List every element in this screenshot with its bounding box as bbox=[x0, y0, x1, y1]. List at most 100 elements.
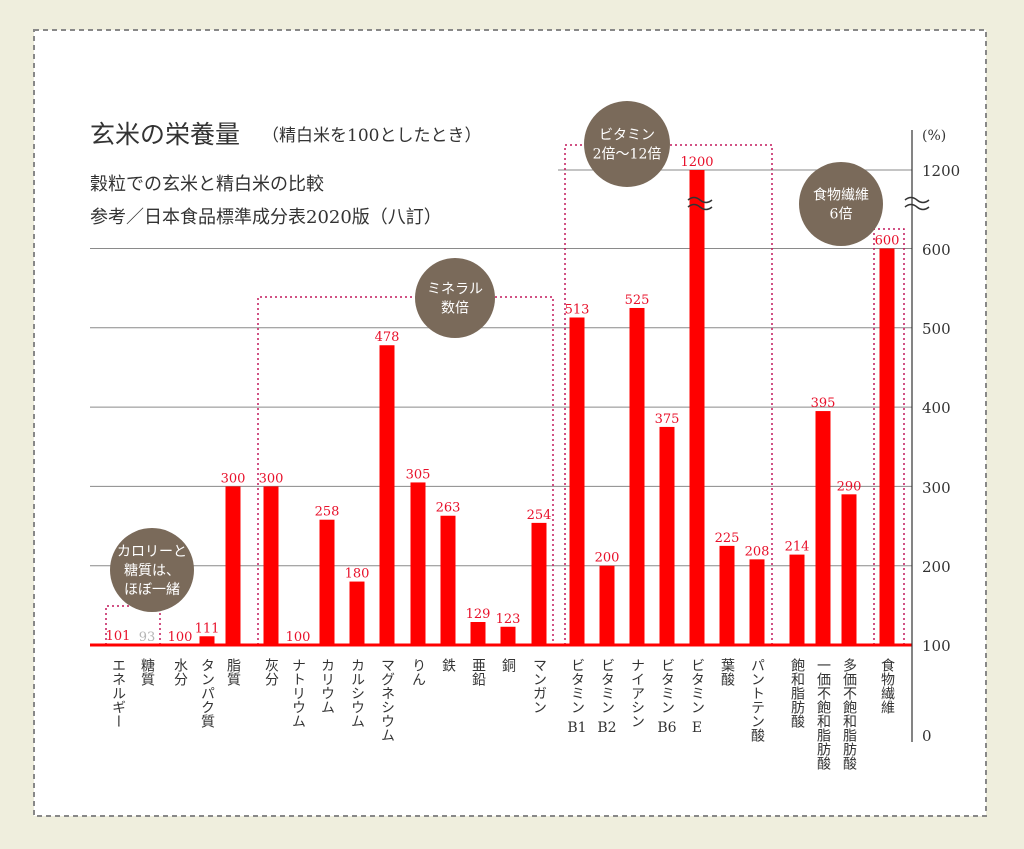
value-label: 225 bbox=[715, 531, 740, 546]
value-label: 305 bbox=[406, 467, 431, 482]
category-label: りん bbox=[410, 658, 426, 686]
x-axis-labels: エネルギー 糖質 水分 タンパク質 脂質 灰分 ナトリウム カリウム カルシウム マグネシウム りん… bbox=[110, 657, 895, 770]
bar bbox=[470, 622, 486, 645]
category-label: 飽和脂肪酸 bbox=[789, 657, 805, 728]
category-label-suffix: B2 bbox=[597, 720, 616, 736]
value-label: 300 bbox=[259, 471, 284, 486]
bar bbox=[815, 411, 831, 645]
value-label: 290 bbox=[837, 479, 862, 494]
bar bbox=[500, 626, 516, 645]
value-label: 263 bbox=[436, 501, 461, 516]
annotation-badge bbox=[799, 162, 883, 246]
bar-break-mark bbox=[687, 196, 713, 211]
value-label: 600 bbox=[875, 234, 900, 249]
bar bbox=[225, 486, 241, 645]
category-label: 銅 bbox=[500, 658, 516, 672]
bar bbox=[440, 515, 456, 645]
bar bbox=[349, 581, 365, 645]
annotation-text: ビタミン bbox=[599, 128, 655, 144]
category-label: ビタミン bbox=[569, 658, 585, 714]
annotation-text: 6倍 bbox=[830, 207, 853, 223]
y-tick-label: 1200 bbox=[922, 162, 960, 180]
value-label: 300 bbox=[221, 471, 246, 486]
category-label: エネルギー bbox=[110, 658, 126, 728]
category-label: 灰分 bbox=[263, 658, 279, 687]
category-label: 多価不飽和脂肪酸 bbox=[841, 657, 857, 770]
value-label: 129 bbox=[466, 607, 491, 622]
bar bbox=[789, 554, 805, 645]
mineral-group-frame bbox=[257, 296, 554, 645]
category-label: 食物繊維 bbox=[879, 657, 895, 714]
fiber-group-frame bbox=[873, 228, 905, 645]
annotation-text: 数倍 bbox=[441, 301, 469, 317]
value-label: 123 bbox=[496, 612, 521, 627]
value-label: 100 bbox=[286, 630, 311, 645]
annotation-badge bbox=[110, 528, 194, 612]
annotation-text: ほぼ一緒 bbox=[124, 582, 180, 598]
value-label: 395 bbox=[811, 396, 836, 411]
bar bbox=[569, 317, 585, 645]
bar bbox=[531, 522, 547, 645]
y-axis-label: (%) bbox=[922, 128, 946, 144]
value-label: 513 bbox=[565, 302, 590, 317]
value-label: 208 bbox=[745, 544, 770, 559]
value-label: 111 bbox=[195, 621, 220, 636]
bar bbox=[199, 636, 215, 645]
y-tick-label: 100 bbox=[922, 637, 951, 655]
value-label: 93 bbox=[139, 630, 156, 645]
axis-break-mark bbox=[904, 196, 930, 211]
category-label: パントテン酸 bbox=[749, 658, 765, 742]
bar bbox=[379, 345, 395, 645]
category-label-suffix: B6 bbox=[657, 720, 676, 736]
bar bbox=[719, 545, 735, 645]
value-label: 375 bbox=[655, 412, 680, 427]
bar bbox=[689, 170, 705, 645]
bar bbox=[879, 248, 895, 645]
category-label: ビタミン bbox=[659, 658, 675, 714]
category-label: 脂質 bbox=[225, 658, 241, 687]
category-label: ビタミン bbox=[689, 658, 705, 714]
category-label-suffix: E bbox=[692, 720, 702, 736]
y-tick-label: 300 bbox=[922, 479, 951, 497]
vitamin-group-frame bbox=[564, 144, 773, 645]
value-label: 478 bbox=[375, 330, 400, 345]
y-tick-label: 200 bbox=[922, 558, 951, 576]
value-label: 200 bbox=[595, 551, 620, 566]
value-label: 525 bbox=[625, 293, 650, 308]
bar bbox=[659, 426, 675, 645]
category-label: 糖質 bbox=[139, 658, 155, 687]
y-tick-label: 400 bbox=[922, 399, 951, 417]
value-label: 101 bbox=[106, 629, 131, 644]
bar bbox=[410, 482, 426, 645]
chart-source: 参考／日本食品標準成分表2020版（八訂） bbox=[90, 207, 442, 228]
category-label: ビタミン bbox=[599, 658, 615, 714]
category-label: ナトリウム bbox=[290, 658, 306, 728]
annotation-text: 食物繊維 bbox=[813, 187, 869, 204]
bar bbox=[629, 307, 645, 645]
y-tick-label: 500 bbox=[922, 320, 951, 338]
chart-title: 玄米の栄養量 bbox=[90, 120, 240, 149]
bar bbox=[599, 565, 615, 645]
annotation-badge bbox=[584, 101, 670, 187]
value-label: 258 bbox=[315, 505, 340, 520]
category-label: マンガン bbox=[531, 658, 547, 714]
bar bbox=[749, 559, 765, 645]
bar bbox=[319, 519, 335, 645]
annotation-text: 2倍〜12倍 bbox=[593, 147, 662, 163]
bar bbox=[263, 486, 279, 645]
chart-title-note: （精白米を100としたとき） bbox=[262, 126, 481, 146]
category-label: カルシウム bbox=[349, 658, 365, 728]
value-label: 180 bbox=[345, 567, 370, 582]
annotation-badge bbox=[415, 258, 495, 338]
category-label: タンパク質 bbox=[199, 658, 215, 729]
value-label: 100 bbox=[168, 630, 193, 645]
category-label: ナイアシン bbox=[629, 658, 645, 728]
category-label: 水分 bbox=[172, 658, 188, 687]
value-label: 214 bbox=[785, 540, 810, 555]
value-label: 1200 bbox=[680, 155, 713, 170]
y-tick-label: 0 bbox=[922, 727, 932, 745]
category-label: カリウム bbox=[319, 658, 335, 714]
category-label: 葉酸 bbox=[719, 658, 735, 686]
